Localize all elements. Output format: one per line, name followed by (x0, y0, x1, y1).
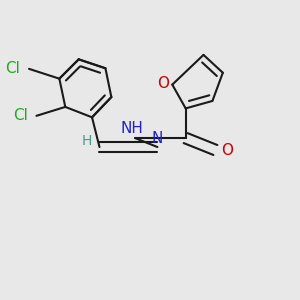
Text: Cl: Cl (14, 108, 28, 123)
Text: H: H (82, 134, 92, 148)
Text: O: O (157, 76, 169, 91)
Text: Cl: Cl (5, 61, 20, 76)
Text: O: O (221, 142, 233, 158)
Text: N: N (152, 130, 163, 146)
Text: NH: NH (121, 121, 144, 136)
